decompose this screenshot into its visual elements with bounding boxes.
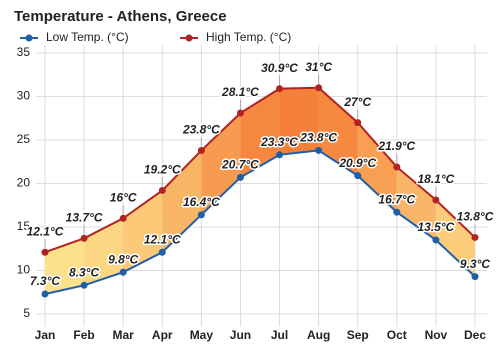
data-label: 12.1°C [27, 224, 64, 238]
x-tick-label: Aug [307, 328, 330, 342]
data-label: 19.2°C [144, 163, 181, 177]
y-tick-label: 10 [17, 263, 31, 277]
data-label: 9.8°C [108, 252, 138, 266]
y-tick-label: 5 [23, 306, 30, 320]
data-point [197, 211, 205, 219]
x-tick-label: Jun [230, 328, 251, 342]
y-tick-label: 15 [17, 219, 31, 233]
range-fill [123, 190, 163, 273]
data-label: 20.7°C [221, 158, 259, 172]
range-fill [201, 113, 241, 215]
x-tick-label: Nov [425, 328, 448, 342]
data-label: 16°C [110, 190, 137, 204]
data-point [471, 233, 479, 241]
data-label: 18.1°C [417, 172, 454, 186]
range-fill [45, 238, 85, 294]
x-tick-label: Apr [152, 328, 173, 342]
data-point [276, 85, 284, 93]
range-fill [318, 87, 358, 176]
data-point [432, 236, 440, 244]
data-label: 23.8°C [182, 123, 220, 137]
data-point [80, 281, 88, 289]
range-fill [435, 200, 475, 277]
x-tick-label: Sep [347, 328, 369, 342]
x-tick-label: May [190, 328, 214, 342]
data-point [471, 273, 479, 281]
data-point [197, 146, 205, 154]
data-label: 13.5°C [417, 220, 454, 234]
legend-marker [185, 34, 193, 42]
x-tick-label: Mar [113, 328, 135, 342]
data-label: 13.8°C [457, 210, 494, 224]
data-label: 12.1°C [144, 232, 181, 246]
data-point [158, 248, 166, 256]
legend-label: High Temp. (°C) [206, 30, 291, 44]
data-label: 7.3°C [30, 274, 60, 288]
data-label: 8.3°C [69, 265, 99, 279]
range-fill [162, 150, 202, 253]
series-line [44, 149, 476, 295]
x-tick-label: Dec [464, 328, 486, 342]
range-fill [279, 87, 319, 155]
data-point [393, 208, 401, 216]
data-point [119, 268, 127, 276]
series-line [44, 86, 476, 254]
data-label: 16.7°C [378, 192, 415, 206]
y-tick-label: 35 [17, 45, 31, 59]
data-label: 23.8°C [299, 131, 337, 145]
data-label: 27°C [343, 95, 371, 109]
data-label: 31°C [305, 60, 332, 74]
data-label: 30.9°C [261, 61, 298, 75]
data-point [276, 151, 284, 159]
y-tick-label: 20 [17, 176, 31, 190]
range-fill [84, 218, 124, 286]
data-label: 28.1°C [221, 85, 259, 99]
data-point [315, 84, 323, 92]
data-point [354, 172, 362, 180]
data-label: 23.3°C [260, 135, 298, 149]
data-label: 13.7°C [66, 210, 103, 224]
data-point [158, 186, 166, 194]
y-tick-label: 25 [17, 132, 31, 146]
x-tick-label: Oct [387, 328, 407, 342]
data-point [41, 248, 49, 256]
data-point [236, 173, 244, 181]
chart-title: Temperature - Athens, Greece [14, 8, 227, 25]
data-point [432, 196, 440, 204]
x-tick-label: Jan [35, 328, 56, 342]
data-point [236, 109, 244, 117]
x-tick-label: Jul [271, 328, 288, 342]
data-point [393, 163, 401, 171]
range-fill [357, 122, 397, 213]
legend-label: Low Temp. (°C) [46, 30, 129, 44]
data-point [119, 214, 127, 222]
data-point [354, 119, 362, 127]
data-label: 9.3°C [460, 257, 490, 271]
y-tick-label: 30 [17, 89, 31, 103]
data-label: 16.4°C [183, 195, 220, 209]
data-point [41, 290, 49, 298]
range-fill [396, 166, 436, 241]
data-label: 21.9°C [377, 139, 415, 153]
data-label: 20.9°C [338, 156, 376, 170]
data-point [315, 146, 323, 154]
x-tick-label: Feb [73, 328, 94, 342]
data-point [80, 234, 88, 242]
legend-marker [25, 34, 33, 42]
range-fill [240, 88, 280, 178]
